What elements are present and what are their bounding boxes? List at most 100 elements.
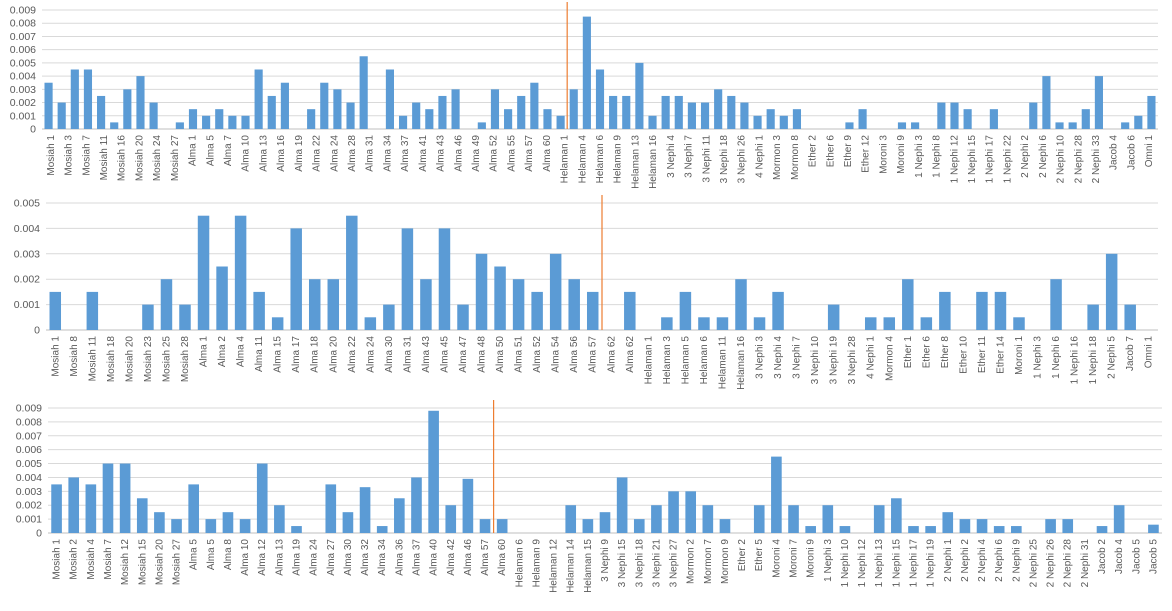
x-tick-label: Alma 19 bbox=[294, 135, 305, 172]
bar bbox=[1148, 524, 1159, 533]
chart-2: 0 0.001 0.002 0.003 0.004 0.005 Mosiah 1 Mosiah… bbox=[14, 195, 1158, 390]
x-tick-label: Mosiah 7 bbox=[103, 539, 114, 580]
bar bbox=[1011, 526, 1022, 533]
bar bbox=[735, 279, 747, 330]
bar bbox=[1050, 279, 1062, 330]
bar bbox=[228, 115, 237, 129]
bar bbox=[320, 82, 329, 129]
x-tick-label: Alma 40 bbox=[429, 539, 440, 576]
x-tick-label: Mormon 2 bbox=[686, 539, 697, 584]
bar bbox=[171, 519, 182, 533]
bar bbox=[420, 279, 432, 330]
bar bbox=[327, 279, 340, 330]
x-tick-label: Helaman 15 bbox=[583, 539, 594, 593]
bar bbox=[805, 526, 816, 533]
bar bbox=[685, 491, 697, 533]
bar bbox=[771, 456, 782, 533]
bar bbox=[989, 109, 998, 129]
x-tick-label: 3 Nephi 4 bbox=[773, 336, 784, 379]
bar bbox=[97, 95, 106, 129]
bar bbox=[700, 102, 710, 129]
x-tick-label: Mosiah 24 bbox=[152, 135, 163, 182]
bar bbox=[897, 122, 907, 129]
bar bbox=[222, 512, 234, 533]
bar bbox=[959, 519, 971, 533]
x-tick-label: Helaman 3 bbox=[662, 336, 673, 385]
x-tick-label: Alma 30 bbox=[343, 539, 354, 576]
x-tick-label: Mosiah 1 bbox=[50, 336, 61, 377]
bar bbox=[911, 122, 920, 129]
x-tick-label: 3 Nephi 3 bbox=[755, 336, 766, 379]
bar bbox=[1087, 304, 1099, 330]
x-tick-label: 1 Nephi 22 bbox=[1002, 135, 1013, 184]
bar bbox=[976, 291, 988, 330]
bar bbox=[616, 477, 628, 533]
x-tick-label: Ether 6 bbox=[825, 135, 836, 168]
bar bbox=[1134, 115, 1143, 129]
x-tick-label: Helaman 1 bbox=[560, 135, 571, 184]
x-tick-label: Mosiah 15 bbox=[137, 539, 148, 586]
x-tick-label: Mosiah 1 bbox=[52, 539, 63, 580]
x-tick-label: Alma 13 bbox=[258, 135, 269, 172]
y-tick-label: 0.004 bbox=[16, 472, 42, 484]
x-tick-label: Alma 46 bbox=[453, 135, 464, 172]
bar bbox=[569, 89, 578, 129]
x-tick-label: Alma 17 bbox=[291, 336, 302, 373]
bar bbox=[136, 498, 148, 533]
bar bbox=[976, 519, 988, 533]
x-tick-label: 2 Nephi 5 bbox=[1107, 336, 1118, 379]
x-tick-label: 1 Nephi 18 bbox=[1088, 336, 1099, 385]
y-tick-label: 0.008 bbox=[16, 416, 42, 428]
x-tick-label: Alma 8 bbox=[223, 539, 234, 571]
x-tick-label: 3 Nephi 27 bbox=[669, 539, 680, 588]
bar bbox=[674, 95, 683, 129]
bar bbox=[582, 16, 591, 129]
bar bbox=[845, 122, 854, 129]
bar bbox=[359, 487, 371, 533]
x-tick-label: Alma 27 bbox=[326, 539, 337, 576]
x-tick-label: 2 Nephi 1 bbox=[943, 539, 954, 582]
bar bbox=[1121, 122, 1130, 129]
bar bbox=[216, 266, 228, 330]
bar bbox=[239, 519, 251, 533]
bar bbox=[438, 95, 447, 129]
x-tick-label: Omni 1 bbox=[1144, 135, 1155, 168]
bar bbox=[188, 484, 199, 533]
bar bbox=[438, 228, 451, 330]
x-tick-label: 1 Nephi 6 bbox=[1051, 336, 1062, 379]
x-tick-label: Alma 30 bbox=[384, 336, 395, 373]
x-tick-label: Helaman 4 bbox=[577, 135, 588, 184]
bar bbox=[661, 317, 673, 330]
bar bbox=[504, 109, 513, 129]
x-tick-label: Alma 34 bbox=[377, 539, 388, 576]
bar bbox=[858, 109, 867, 129]
x-tick-label: 3 Nephi 7 bbox=[792, 336, 803, 379]
x-tick-label: Ether 1 bbox=[903, 336, 914, 369]
bar bbox=[308, 279, 321, 330]
x-tick-label: Alma 1 bbox=[188, 135, 199, 167]
bar bbox=[333, 89, 342, 129]
bar bbox=[462, 478, 474, 533]
x-tick-label: Mormon 8 bbox=[790, 135, 801, 180]
x-tick-label: Alma 36 bbox=[394, 539, 405, 576]
bar bbox=[154, 512, 165, 533]
x-tick-label: 3 Nephi 21 bbox=[651, 539, 662, 588]
y-tick-label: 0.003 bbox=[10, 84, 36, 96]
y-tick-label: 0.006 bbox=[10, 44, 36, 56]
x-tick-label: 1 Nephi 3 bbox=[823, 539, 834, 582]
bar bbox=[457, 304, 469, 330]
x-tick-label: Mosiah 28 bbox=[180, 336, 191, 383]
x-tick-label: Mormon 9 bbox=[720, 539, 731, 584]
y-tick-label: 0.002 bbox=[14, 274, 40, 286]
x-tick-label: Helaman 9 bbox=[531, 539, 542, 588]
bar bbox=[937, 102, 946, 129]
x-tick-label: 1 Nephi 16 bbox=[1070, 336, 1081, 385]
x-tick-label: Alma 16 bbox=[276, 135, 287, 172]
x-tick-label: Alma 37 bbox=[411, 539, 422, 576]
bar bbox=[1147, 95, 1156, 129]
bar bbox=[475, 253, 488, 330]
x-tick-label: 4 Nephi 1 bbox=[754, 135, 765, 178]
x-tick-label: 3 Nephi 18 bbox=[634, 539, 645, 588]
x-tick-label: Alma 47 bbox=[458, 336, 469, 373]
